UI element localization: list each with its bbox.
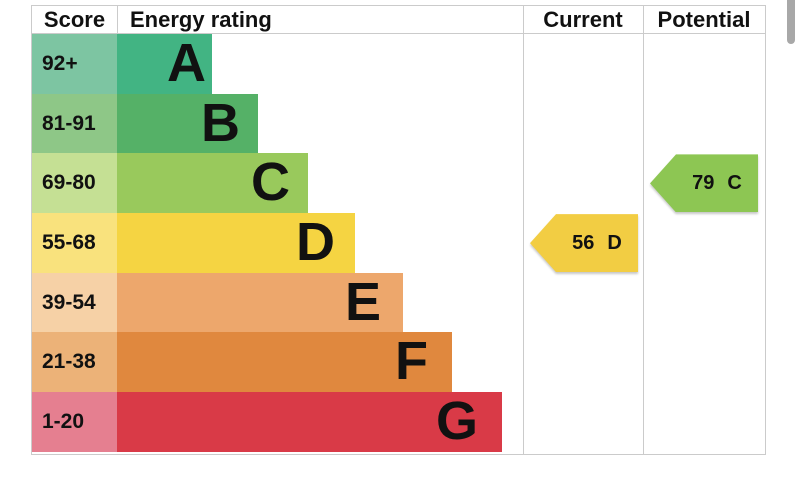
rating-letter: E [344, 271, 381, 332]
rating-bar-c: C [117, 152, 308, 214]
band-row-f: 21-38 F [32, 331, 765, 393]
current-value: 56 [572, 231, 595, 254]
rating-bar-e: E [117, 271, 403, 333]
rating-letter: A [167, 32, 206, 93]
scrollbar-thumb[interactable] [787, 0, 795, 44]
score-range-cell: 69-80 [32, 153, 117, 214]
band-row-c: 69-80 C [32, 152, 765, 214]
band-row-e: 39-54 E [32, 271, 765, 333]
rating-letter: B [201, 92, 240, 153]
band-row-g: 1-20 G [32, 392, 765, 452]
band-rows: 92+ A 81-91 B 69-80 C 55-68 D 39-54 E 21… [32, 34, 765, 452]
score-range-cell: 39-54 [32, 272, 117, 333]
potential-value: 79 [692, 171, 715, 194]
current-band-letter: D [607, 231, 622, 254]
rating-letter: C [251, 152, 290, 213]
energy-rating-header: Energy rating [130, 6, 272, 32]
current-rating-arrow: 56 D [530, 214, 638, 273]
rating-bar-f: F [117, 331, 452, 393]
score-header: Score [43, 6, 106, 32]
rating-bar-g: G [117, 392, 502, 452]
score-range-cell: 21-38 [32, 332, 117, 393]
rating-bar-b: B [117, 92, 258, 154]
left-arrow-shape: 56 D [530, 214, 638, 273]
left-arrow-shape: 79 C [650, 154, 758, 213]
current-column-divider [523, 6, 524, 454]
potential-header: Potential [657, 6, 751, 32]
header-row: Score Energy rating Current Potential [32, 6, 765, 34]
rating-letter: D [296, 211, 335, 272]
band-row-a: 92+ A [32, 34, 765, 94]
score-column-divider [117, 6, 118, 34]
potential-band-letter: C [727, 171, 742, 194]
score-range-cell: 92+ [32, 34, 117, 94]
rating-letter: G [435, 390, 478, 451]
score-range-cell: 81-91 [32, 93, 117, 154]
potential-rating-arrow: 79 C [650, 154, 758, 213]
potential-column-divider [643, 6, 644, 454]
epc-chart: Score Energy rating Current Potential 92… [31, 5, 766, 455]
score-range-cell: 1-20 [32, 392, 117, 452]
current-header: Current [543, 6, 623, 32]
score-range-cell: 55-68 [32, 213, 117, 273]
band-row-d: 55-68 D [32, 213, 765, 273]
rating-bar-a: A [117, 34, 212, 94]
rating-letter: F [395, 331, 428, 392]
rating-bar-d: D [117, 213, 355, 273]
band-row-b: 81-91 B [32, 92, 765, 154]
